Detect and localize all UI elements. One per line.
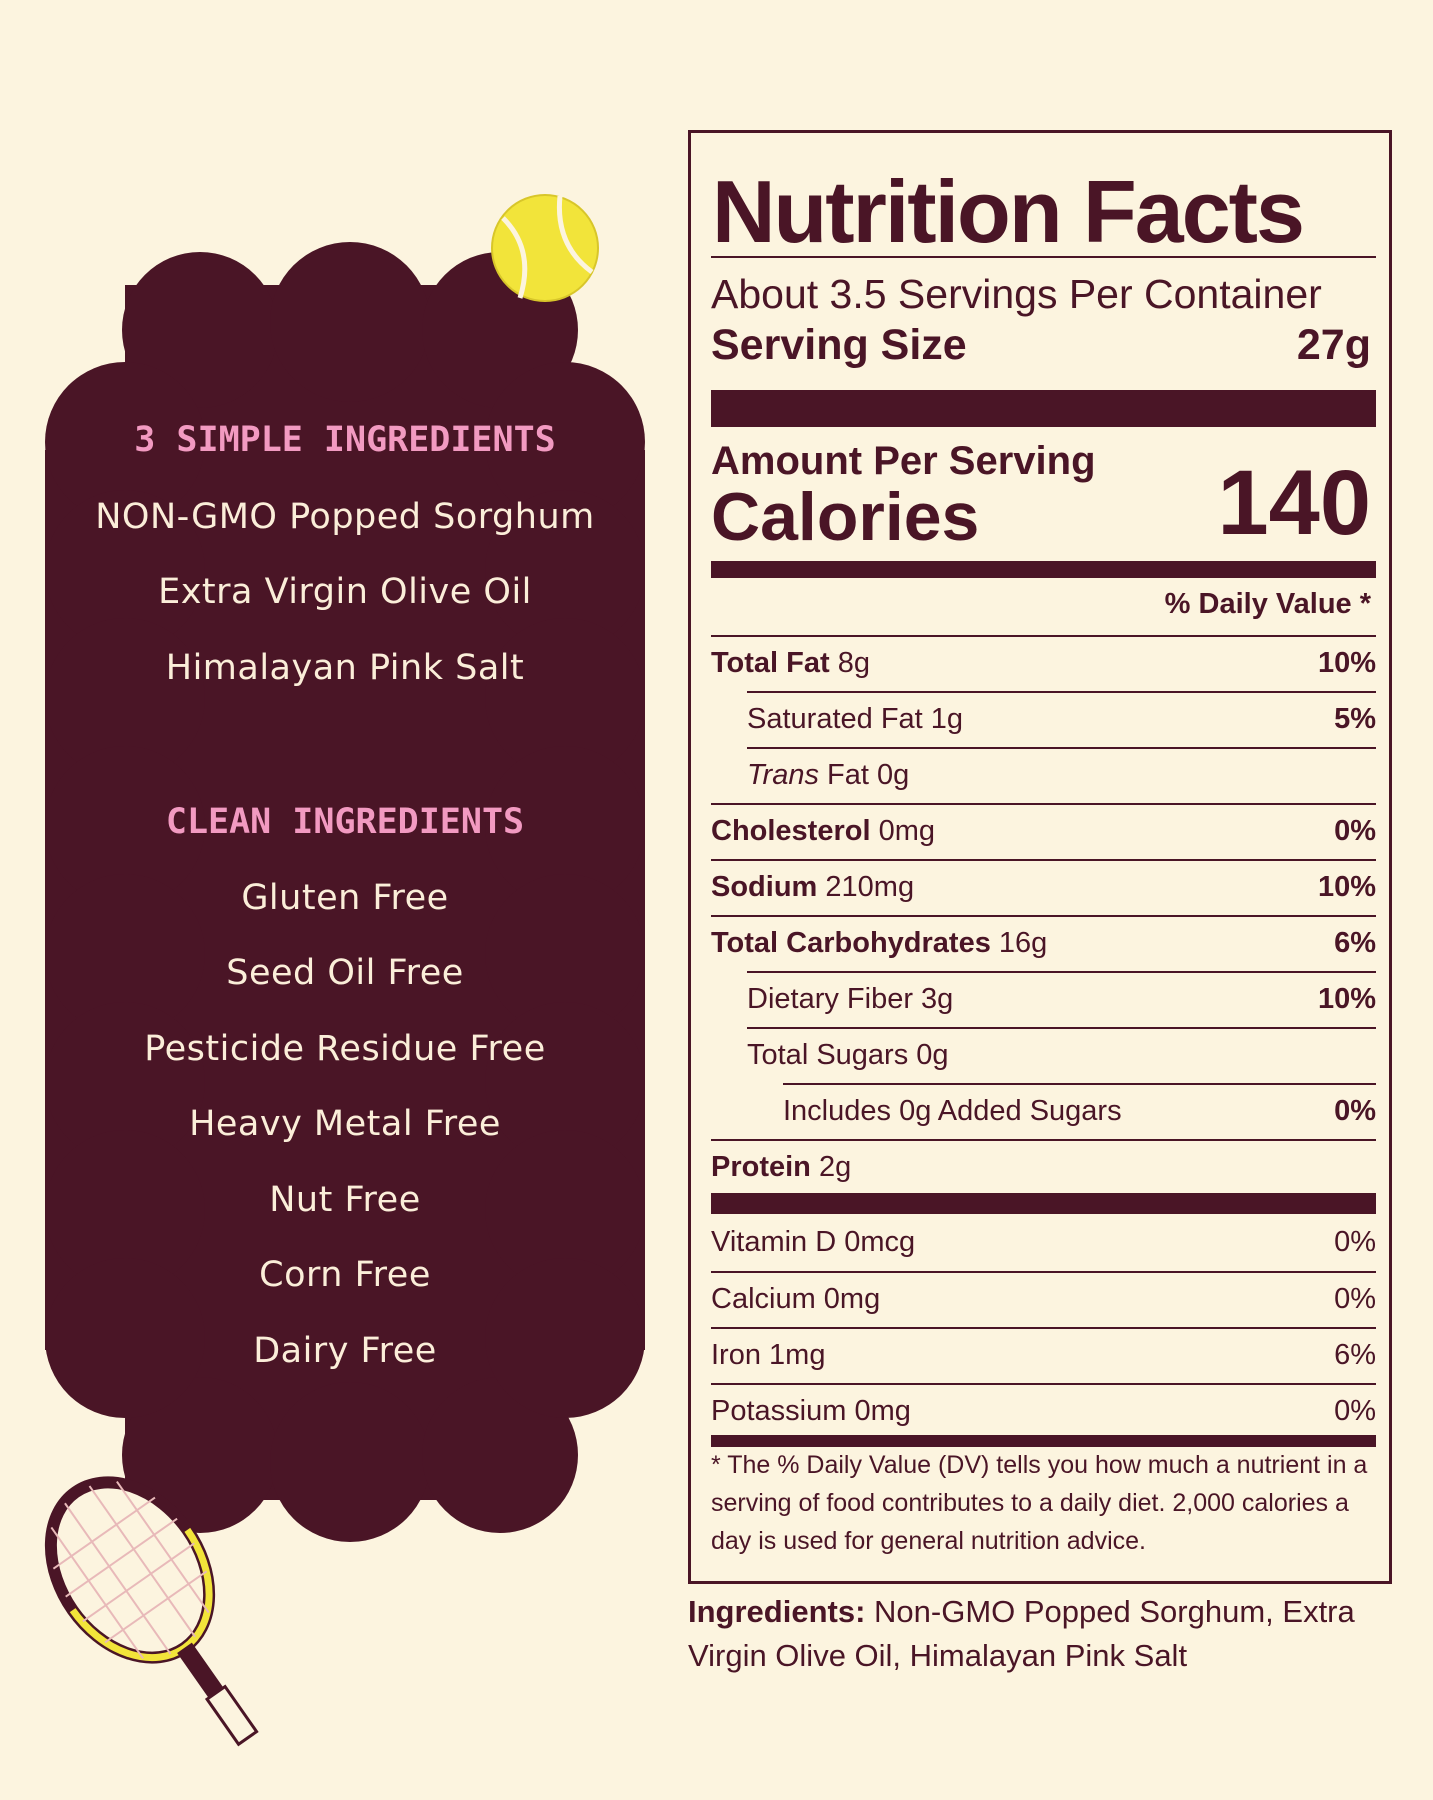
vitamin-row-iron: Iron 1mg 6% — [711, 1327, 1376, 1382]
serving-size-label: Serving Size — [711, 321, 967, 369]
nutrient-row-saturated-fat: Saturated Fat 1g 5% — [747, 691, 1376, 746]
daily-value-header: % Daily Value * — [1164, 588, 1371, 620]
nutrition-facts-panel: Nutrition Facts About 3.5 Servings Per C… — [688, 130, 1392, 1584]
ingredients-text: Non-GMO Popped Sorghum, Extra Virgin Oli… — [688, 1594, 1355, 1673]
nutrient-amount: 2g — [818, 1151, 852, 1183]
simple-ingredient-item: NON-GMO Popped Sorghum — [95, 497, 595, 537]
nutrient-row-sodium: Sodium 210mg 10% — [711, 859, 1376, 914]
vitamin-dv: 0% — [1334, 1283, 1376, 1315]
calories-value: 140 — [1217, 452, 1372, 554]
simple-ingredients-heading: 3 SIMPLE INGREDIENTS — [134, 420, 556, 460]
ingredients-label: Ingredients: — [688, 1594, 866, 1629]
nutrient-dv: 10% — [1317, 983, 1376, 1015]
nutrient-amount: Fat 0g — [827, 759, 910, 791]
clean-ingredient-item: Seed Oil Free — [226, 953, 464, 993]
vitamin-row-calcium: Calcium 0mg 0% — [711, 1271, 1376, 1326]
nutrient-row-protein: Protein 2g — [711, 1139, 1376, 1194]
vitamin-amount: Calcium 0mg — [711, 1283, 881, 1315]
simple-ingredient-item: Extra Virgin Olive Oil — [158, 572, 532, 612]
clean-ingredient-item: Gluten Free — [241, 878, 449, 918]
thick-divider — [711, 390, 1376, 427]
nutrient-amount: 16g — [998, 927, 1048, 959]
clean-ingredients-heading: CLEAN INGREDIENTS — [165, 802, 525, 842]
medium-divider — [711, 1435, 1376, 1447]
nutrient-dv: 0% — [1334, 1095, 1376, 1127]
amount-per-serving: Amount Per Serving — [711, 439, 1096, 483]
clean-ingredient-item: Nut Free — [269, 1180, 421, 1220]
serving-size-value: 27g — [1296, 321, 1371, 369]
nutrient-dv: 10% — [1317, 647, 1376, 679]
nutrient-row-trans-fat: Trans Fat 0g — [747, 747, 1376, 802]
simple-ingredient-item: Himalayan Pink Salt — [165, 648, 525, 688]
tennis-racket-icon — [44, 1476, 259, 1747]
nutrient-amount: Total Sugars 0g — [747, 1039, 949, 1071]
clean-ingredient-item: Corn Free — [259, 1255, 431, 1295]
nutrition-facts-title: Nutrition Facts — [712, 162, 1305, 261]
nutrient-row-total-carbohydrates: Total Carbohydrates 16g 6% — [711, 915, 1376, 970]
clean-ingredient-item: Heavy Metal Free — [189, 1104, 501, 1144]
vitamin-dv: 0% — [1334, 1395, 1376, 1427]
nutrient-amount: 0mg — [878, 815, 936, 847]
vitamin-dv: 6% — [1334, 1339, 1376, 1371]
tennis-ball-icon — [491, 194, 599, 302]
nutrient-row-dietary-fiber: Dietary Fiber 3g 10% — [747, 971, 1376, 1026]
nutrient-name: Total Fat — [711, 647, 830, 679]
nutrient-row-added-sugars: Includes 0g Added Sugars 0% — [783, 1083, 1376, 1138]
nutrient-amount: 8g — [837, 647, 871, 679]
vitamin-dv: 0% — [1334, 1226, 1376, 1258]
vitamin-row-vitamin-d: Vitamin D 0mcg 0% — [711, 1214, 1376, 1271]
nutrient-dv: 6% — [1334, 927, 1376, 959]
vitamin-row-potassium: Potassium 0mg 0% — [711, 1383, 1376, 1438]
nutrient-row-total-sugars: Total Sugars 0g — [747, 1027, 1376, 1082]
nutrient-row-total-fat: Total Fat 8g 10% — [711, 635, 1376, 690]
nutrient-dv: 0% — [1334, 815, 1376, 847]
divider — [711, 256, 1376, 258]
calories-label: Calories — [711, 479, 980, 555]
nutrient-name: Sodium — [711, 871, 818, 903]
nutrient-amount: Dietary Fiber 3g — [747, 983, 954, 1015]
nutrient-dv: 5% — [1334, 703, 1376, 735]
daily-value-footnote: * The % Daily Value (DV) tells you how m… — [711, 1451, 1368, 1555]
ingredients-statement: Ingredients: Non-GMO Popped Sorghum, Ext… — [688, 1590, 1388, 1678]
nutrient-name: Protein — [711, 1151, 811, 1183]
vitamin-amount: Vitamin D 0mcg — [711, 1226, 916, 1258]
nutrient-amount: Includes 0g Added Sugars — [783, 1095, 1122, 1127]
vitamin-amount: Potassium 0mg — [711, 1395, 911, 1427]
nutrient-dv: 10% — [1317, 871, 1376, 903]
vitamin-amount: Iron 1mg — [711, 1339, 826, 1371]
ingredients-blob — [44, 194, 645, 1747]
nutrient-row-cholesterol: Cholesterol 0mg 0% — [711, 803, 1376, 858]
nutrient-name: Total Carbohydrates — [711, 927, 991, 959]
trans-italic: Trans — [747, 759, 819, 791]
servings-per-container: About 3.5 Servings Per Container — [711, 271, 1322, 317]
nutrient-name: Cholesterol — [711, 815, 871, 847]
clean-ingredient-item: Pesticide Residue Free — [144, 1029, 546, 1069]
nutrient-amount: 210mg — [825, 871, 915, 903]
medium-divider — [711, 561, 1376, 578]
clean-ingredient-item: Dairy Free — [253, 1331, 437, 1371]
nutrient-amount: Saturated Fat 1g — [747, 703, 964, 735]
thick-divider — [711, 1193, 1376, 1214]
